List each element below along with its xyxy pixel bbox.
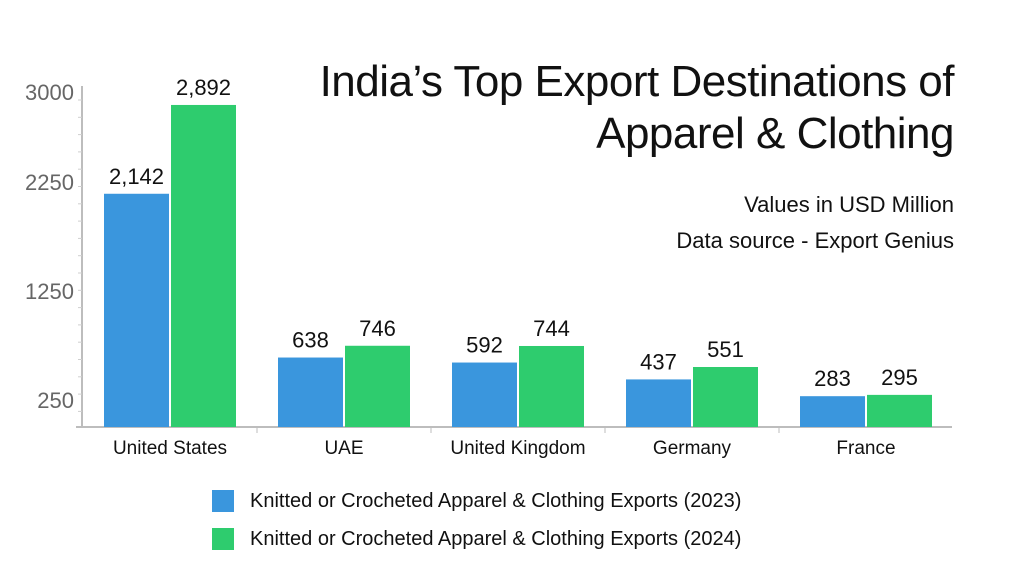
legend-swatch-2023 [212,490,234,512]
x-tick-label: United States [113,438,227,459]
bar-2023 [452,362,517,427]
data-label: 2,142 [109,164,164,189]
bar-2023 [626,379,691,427]
legend-item-2023: Knitted or Crocheted Apparel & Clothing … [212,482,741,520]
legend: Knitted or Crocheted Apparel & Clothing … [212,482,741,558]
bar-2023 [104,193,169,427]
bar-2024 [171,104,236,428]
bar-2023 [278,357,343,427]
data-label: 638 [292,328,329,353]
bar-2023 [800,396,865,427]
data-label: 295 [881,365,918,390]
data-label: 2,892 [176,75,231,100]
chart-subtitle-source: Data source - Export Genius [676,228,954,253]
x-tick-label: UAE [324,438,363,459]
bar-2024 [519,345,584,427]
data-label: 592 [466,333,503,358]
legend-label-2024: Knitted or Crocheted Apparel & Clothing … [250,527,742,550]
data-label: 746 [359,316,396,341]
y-tick-label: 250 [37,388,74,413]
data-label: 283 [814,366,851,391]
chart-subtitle-units: Values in USD Million [744,192,954,217]
legend-label-2023: Knitted or Crocheted Apparel & Clothing … [250,489,742,512]
chart-title-line-1: India’s Top Export Destinations of [319,57,955,106]
data-label: 551 [707,337,744,362]
y-tick-label: 1250 [25,279,74,304]
x-tick-label: United Kingdom [450,438,585,459]
bar-2024 [867,394,932,427]
y-tick-label: 3000 [25,80,74,105]
y-tick-label: 2250 [25,170,74,195]
x-tick-label: France [836,438,895,459]
legend-swatch-2024 [212,528,234,550]
bar-2024 [693,367,758,427]
data-label: 744 [533,316,570,341]
data-label: 437 [640,349,677,374]
chart-title: India’s Top Export Destinations of Appar… [194,56,955,160]
chart-title-line-2: Apparel & Clothing [596,109,954,158]
bar-2024 [345,345,410,427]
legend-item-2024: Knitted or Crocheted Apparel & Clothing … [212,520,741,558]
x-tick-label: Germany [653,438,732,459]
